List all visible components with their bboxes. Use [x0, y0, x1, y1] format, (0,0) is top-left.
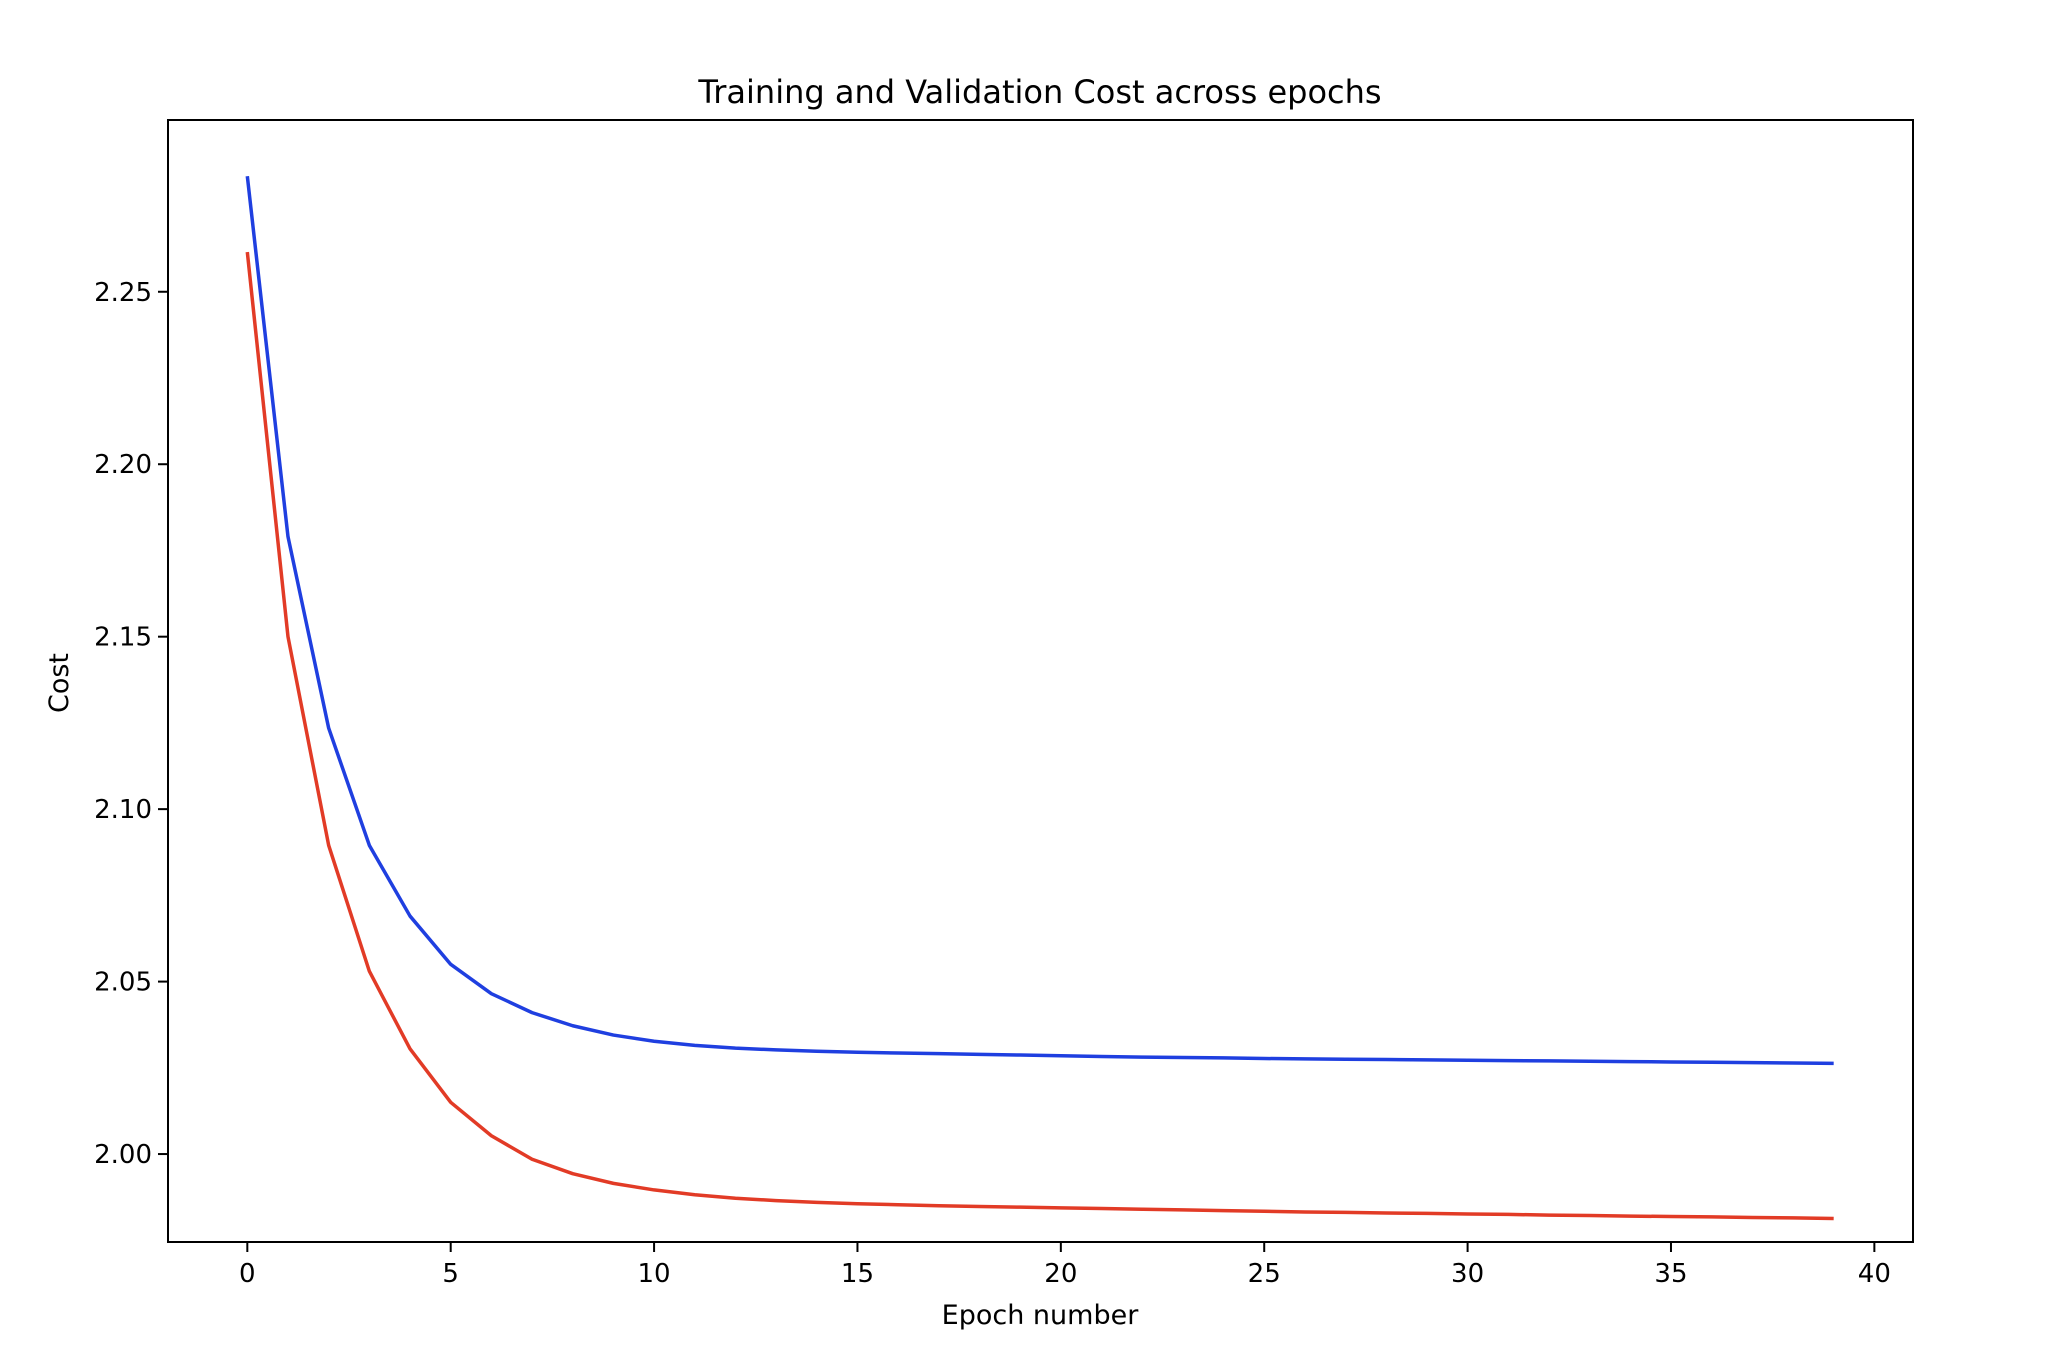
plot-frame	[167, 119, 1914, 1243]
x-tick-label: 40	[1858, 1259, 1891, 1289]
x-tick-label: 20	[1044, 1259, 1077, 1289]
y-tick-label: 2.05	[94, 968, 152, 998]
y-tick-label: 2.25	[94, 278, 152, 308]
x-tick-label: 35	[1654, 1259, 1687, 1289]
series-line-1	[245, 176, 1834, 1066]
series-line-2	[245, 251, 1834, 1221]
y-tick-label: 2.15	[94, 623, 152, 653]
y-tick-label: 2.20	[94, 450, 152, 480]
x-tick-label: 30	[1451, 1259, 1484, 1289]
y-tick-label: 2.00	[94, 1140, 152, 1170]
x-axis-ticks: 0 5 10 15 20 25 30 35 40	[239, 1242, 1891, 1289]
x-tick-label: 0	[239, 1259, 256, 1289]
y-axis-label: Cost	[44, 653, 75, 713]
x-axis-label: Epoch number	[942, 1300, 1140, 1331]
x-tick-label: 15	[841, 1259, 874, 1289]
x-tick-label: 10	[638, 1259, 671, 1289]
x-tick-label: 25	[1248, 1259, 1281, 1289]
y-tick-label: 2.10	[94, 795, 152, 825]
y-axis-ticks: 2.00 2.05 2.10 2.15 2.20 2.25	[94, 278, 168, 1170]
chart-title: Training and Validation Cost across epoc…	[697, 73, 1381, 111]
x-tick-label: 5	[442, 1259, 459, 1289]
series-layer	[245, 176, 1834, 1221]
